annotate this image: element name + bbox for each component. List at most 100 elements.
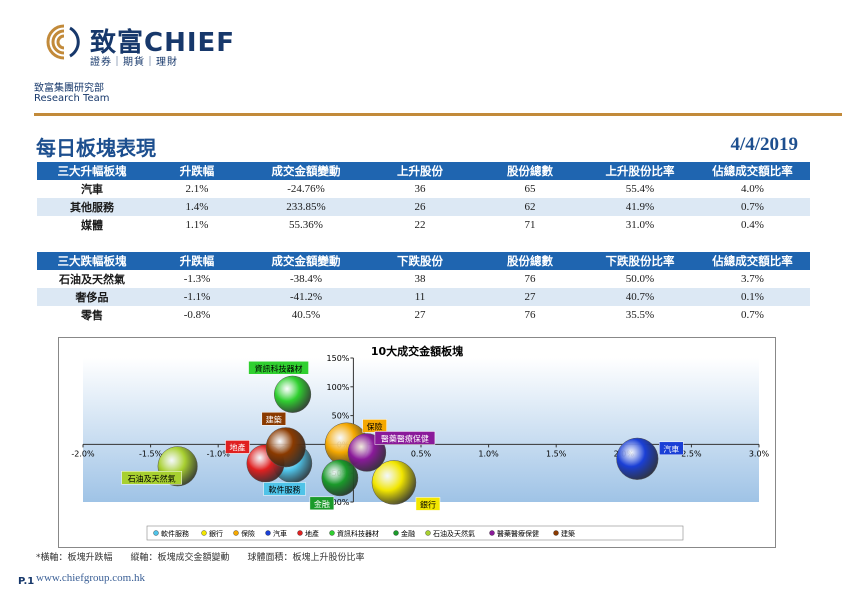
table-cell: 31.0% — [625, 219, 655, 231]
legend-label: 保險 — [241, 529, 255, 538]
bubble-6 — [273, 375, 312, 413]
bubble-label: 醫藥醫療保健 — [381, 433, 429, 443]
legend-marker — [201, 530, 207, 536]
table-cell: 62 — [475, 198, 585, 216]
legend-marker — [393, 530, 399, 536]
x-tick-label: -1.5% — [139, 449, 163, 458]
x-tick-label: 1.0% — [478, 449, 499, 458]
table-cell: 41.9% — [585, 198, 695, 216]
chart-footnote: *橫軸：板塊升跌幅 縱軸：板塊成交金額變動 球體面積：板塊上升股份比率 — [36, 553, 365, 563]
table-cell: 76 — [524, 273, 536, 285]
page-number: P.1 — [18, 576, 35, 587]
table-cell: 27 — [414, 309, 426, 321]
header-cell: 升跌幅 — [147, 162, 247, 180]
table-cell: 3.7% — [741, 273, 764, 285]
sector-name: 汽車 — [81, 183, 103, 196]
table-cell: 22 — [414, 219, 426, 231]
legend-label: 軟件服務 — [161, 529, 189, 538]
legend-label: 建築 — [561, 529, 575, 538]
table-row: 媒體 1.1% 55.36% 22 71 31.0% 0.4% — [37, 216, 810, 234]
bubble-label: 資訊科技器材 — [255, 363, 303, 373]
table-cell: 38 — [414, 273, 426, 285]
bubble-7 — [321, 459, 359, 497]
bubble-label-box — [659, 441, 684, 456]
header-cell: 上升股份比率 — [585, 162, 695, 180]
table-cell: -24.76% — [287, 183, 325, 195]
bubble-label-box — [225, 440, 250, 454]
table-cell: -1.1% — [147, 288, 247, 306]
top-rising-sectors-table: 三大升幅板塊 升跌幅 成交金額變動 上升股份 股份總數 上升股份比率 佔總成交額… — [37, 162, 810, 234]
table-cell: 35.5% — [625, 309, 655, 321]
bubble-label-box — [362, 419, 387, 433]
header-cell: 下跌股份 — [365, 252, 475, 270]
header-cell: 佔總成交額比率 — [695, 162, 810, 180]
bubble-label-box — [374, 431, 436, 445]
table-cell: 40.5% — [291, 309, 321, 321]
bubble-label: 地產 — [230, 442, 246, 452]
x-tick-label: 3.0% — [749, 449, 770, 458]
bubble-label-box — [248, 361, 309, 375]
y-tick-label: -100% — [324, 498, 350, 507]
bubble-label: 銀行 — [420, 499, 436, 509]
y-tick-label: 150% — [327, 354, 350, 363]
legend-label: 汽車 — [273, 529, 287, 538]
bubble-10 — [265, 427, 306, 468]
table-header-row: 三大升幅板塊 升跌幅 成交金額變動 上升股份 股份總數 上升股份比率 佔總成交額… — [37, 162, 810, 180]
header-cell: 升跌幅 — [147, 252, 247, 270]
sector-name: 媒體 — [81, 219, 103, 232]
website-link[interactable]: www.chiefgroup.com.hk — [36, 572, 145, 584]
x-tick-label: 1.5% — [546, 449, 567, 458]
y-tick-label: 100% — [327, 383, 350, 392]
legend-marker — [153, 530, 159, 536]
header-cell: 佔總成交額比率 — [695, 252, 810, 270]
x-tick-label: 2.5% — [681, 449, 702, 458]
table-cell: 233.85% — [247, 198, 365, 216]
bubble-label: 金融 — [314, 499, 330, 509]
table-cell: -38.4% — [289, 273, 323, 285]
header-cell: 下跌股份比率 — [585, 252, 695, 270]
table-cell: 2.1% — [185, 183, 209, 195]
legend-label: 銀行 — [209, 529, 223, 538]
department-chinese: 致富集團研究部 — [34, 83, 104, 94]
sector-bubble-chart: 10大成交金額板塊-2.0%-1.5%-1.0%-0.5%0.0%0.5%1.0… — [58, 337, 776, 548]
top-falling-sectors-table: 三大跌幅板塊 升跌幅 成交金額變動 下跌股份 股份總數 下跌股份比率 佔總成交額… — [37, 252, 810, 324]
table-cell: 40.7% — [585, 288, 695, 306]
legend-marker — [489, 530, 495, 536]
x-tick-label: 0.5% — [411, 449, 432, 458]
legend-label: 金融 — [401, 529, 415, 538]
bubble-label-box — [415, 497, 441, 511]
header-cell: 三大跌幅板塊 — [37, 252, 147, 270]
table-cell: 65 — [524, 183, 536, 195]
table-cell: 1.4% — [147, 198, 247, 216]
table-cell: 50.0% — [625, 273, 655, 285]
plot-area — [83, 358, 759, 502]
header-divider — [34, 113, 842, 116]
table-cell: 0.4% — [741, 219, 764, 231]
table-cell: -1.3% — [183, 273, 211, 285]
table-cell: 1.1% — [185, 219, 209, 231]
table-header-row: 三大跌幅板塊 升跌幅 成交金額變動 下跌股份 股份總數 下跌股份比率 佔總成交額… — [37, 252, 810, 270]
page-title: 每日板塊表現 — [36, 136, 156, 160]
table-cell: 0.1% — [695, 288, 810, 306]
chief-logo-icon — [46, 24, 80, 60]
bubble-4 — [616, 437, 659, 480]
x-tick-label: -2.0% — [71, 449, 95, 458]
legend-label: 資訊科技器材 — [337, 529, 379, 538]
legend-box — [146, 525, 684, 541]
brand-name: 致富CHIEF — [90, 28, 236, 58]
header-cell: 股份總數 — [475, 162, 585, 180]
header-cell: 成交金額變動 — [247, 162, 365, 180]
table-cell: 26 — [365, 198, 475, 216]
y-tick-label: 50% — [332, 412, 350, 421]
bubble-label: 保險 — [367, 421, 383, 431]
legend-marker — [329, 530, 335, 536]
legend-marker — [425, 530, 431, 536]
table-row: 石油及天然氣 -1.3% -38.4% 38 76 50.0% 3.7% — [37, 270, 810, 288]
bubble-label: 汽車 — [663, 444, 679, 454]
legend-marker — [233, 530, 239, 536]
report-date: 4/4/2019 — [730, 134, 798, 155]
legend-marker — [265, 530, 271, 536]
sector-name: 奢侈品 — [37, 288, 147, 306]
sector-name: 其他服務 — [37, 198, 147, 216]
table-cell: 55.4% — [625, 183, 655, 195]
